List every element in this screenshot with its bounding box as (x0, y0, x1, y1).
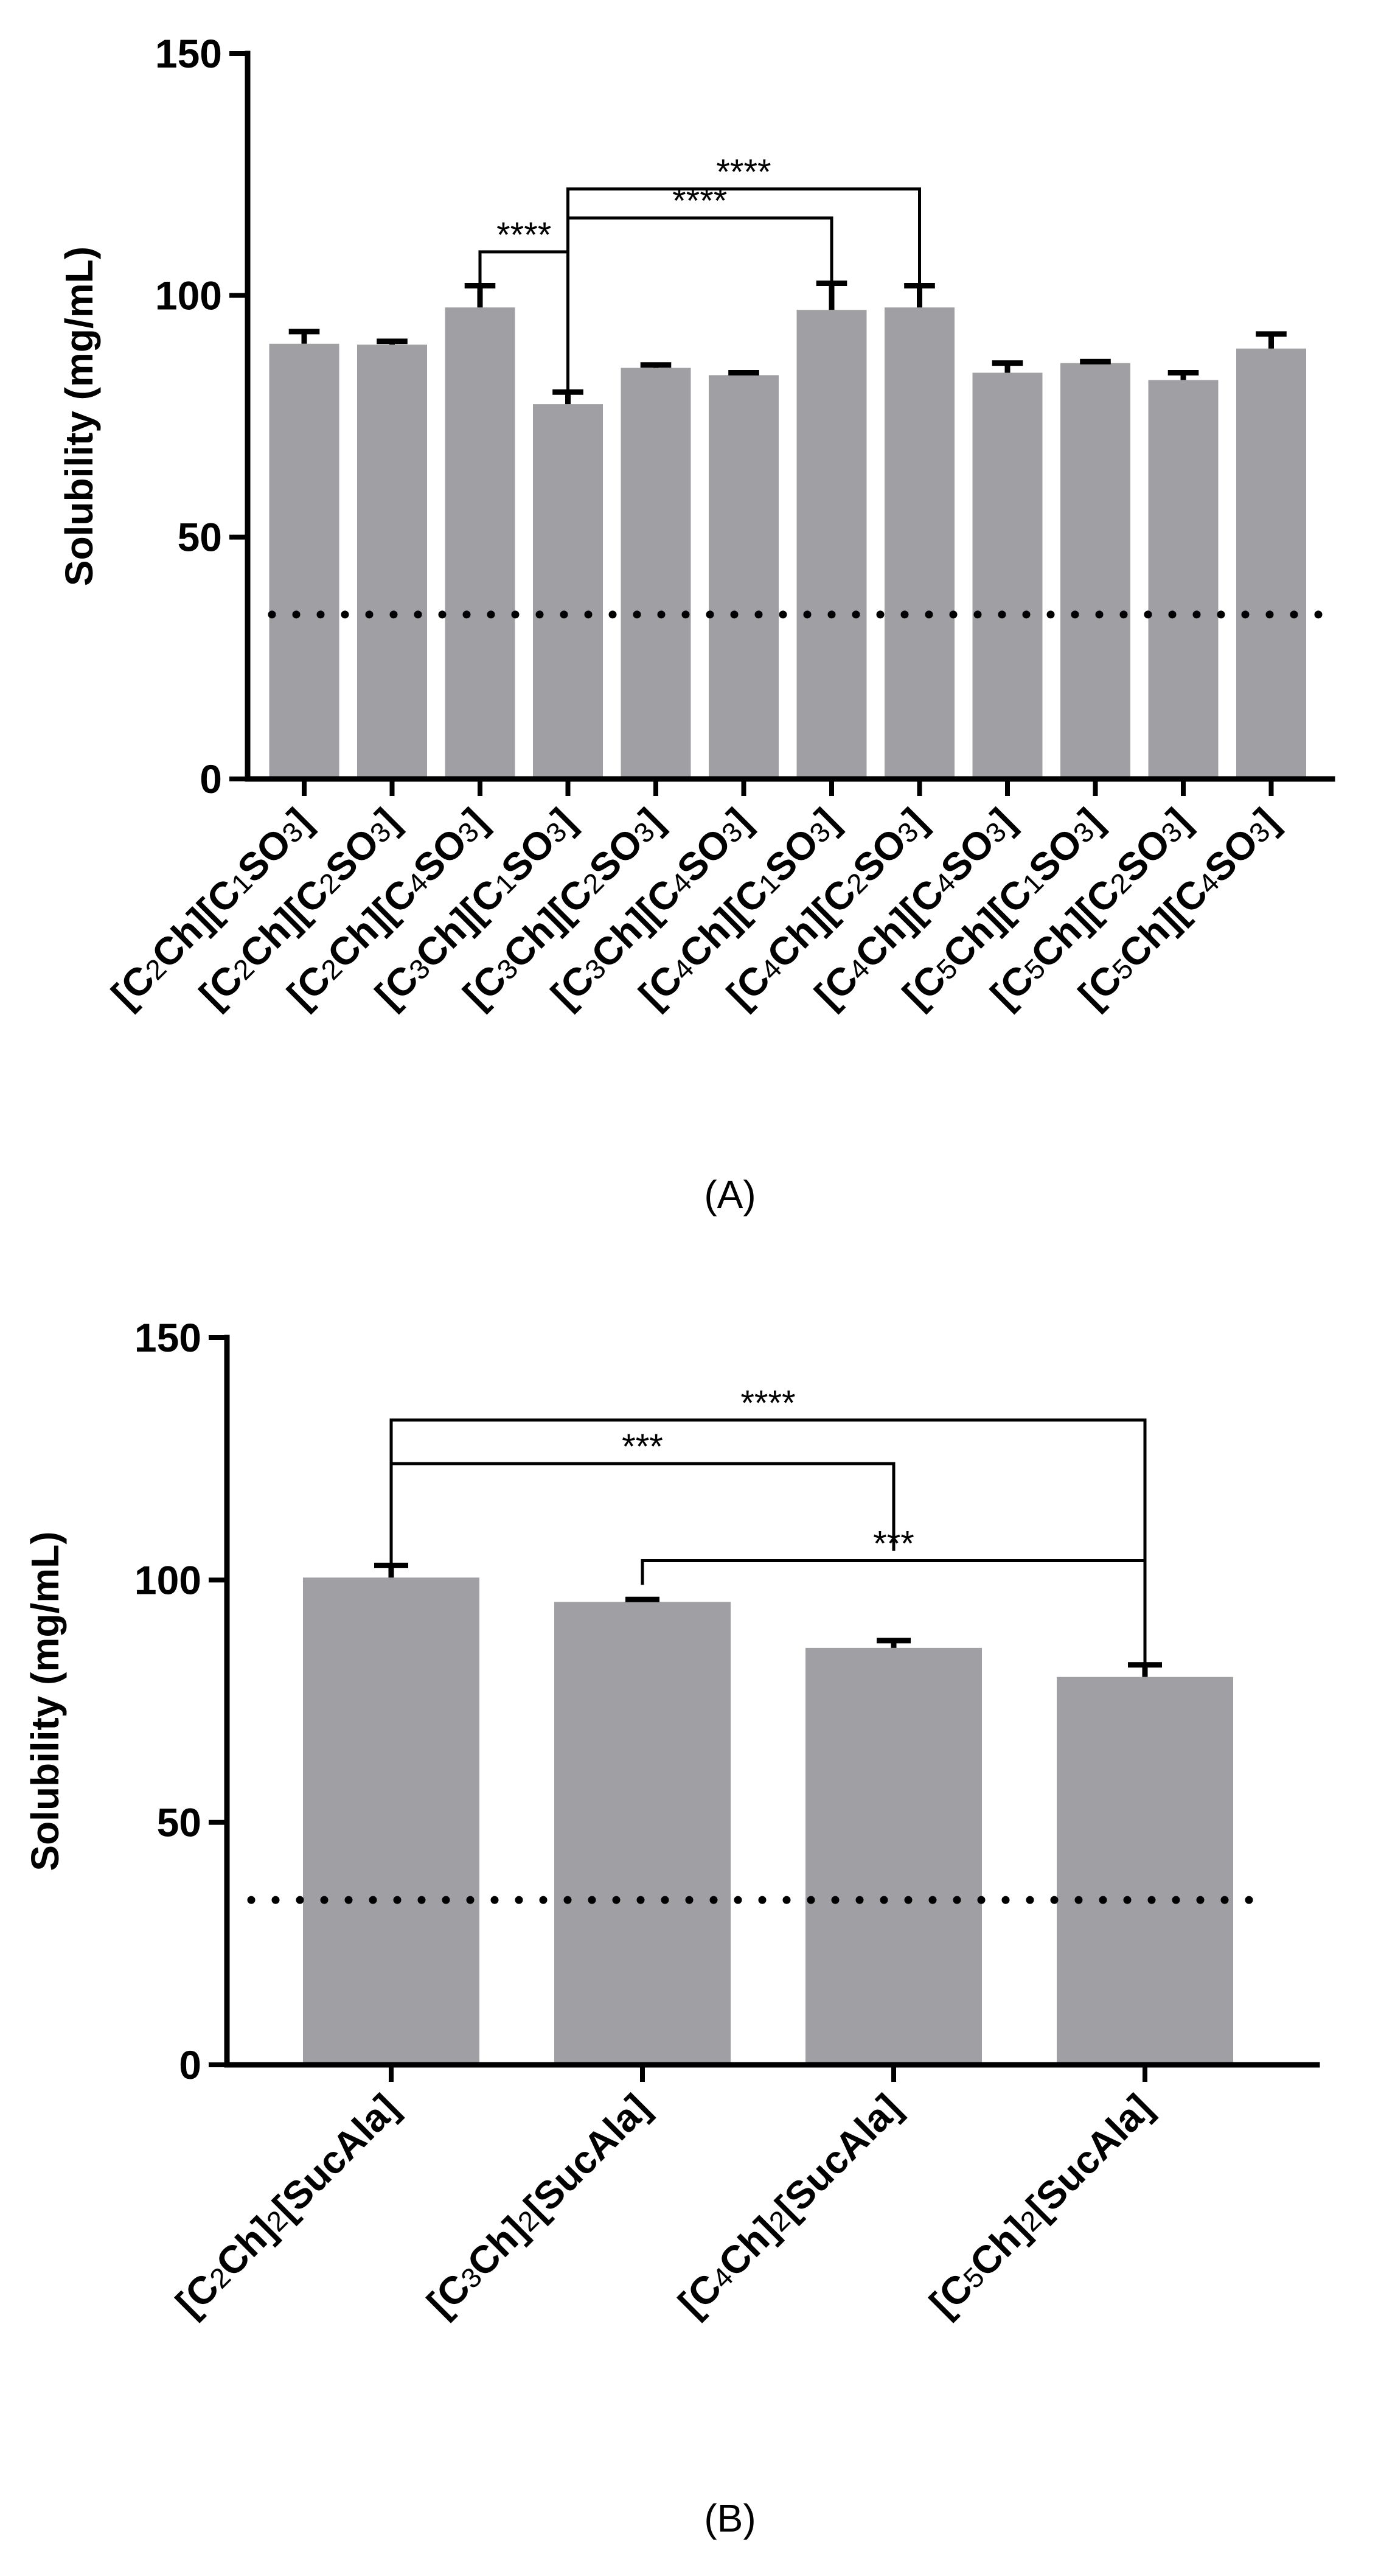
a-error-bar-7 (816, 280, 847, 310)
b-panel-label: (B) (704, 2496, 756, 2540)
b-significance-label-3: *** (873, 1524, 914, 1563)
a-error-bar-9 (992, 360, 1023, 373)
b-error-bar-1 (374, 1562, 408, 1578)
a-error-bar-5 (640, 362, 672, 368)
b-error-bar-4 (1128, 1662, 1162, 1677)
b-y-tick-label: 0 (179, 2042, 201, 2087)
a-error-bar-4 (552, 389, 583, 405)
a-significance-label-3: **** (716, 153, 771, 192)
b-y-tick-label: 150 (134, 1315, 201, 1360)
a-error-bar-8 (904, 282, 935, 308)
a-error-bar-11 (1167, 369, 1199, 380)
b-bar-3 (805, 1647, 982, 2065)
a-bar-12 (1236, 348, 1306, 779)
a-bar-8 (885, 307, 955, 779)
b-significance-label-2: *** (622, 1427, 663, 1467)
a-significance-bracket-3 (566, 187, 921, 393)
b-x-tick-label-3: [C4Ch]2[SucAla] (670, 2086, 910, 2325)
a-error-bar-10 (1080, 358, 1111, 365)
a-bar-6 (709, 375, 779, 779)
b-x-tick-label-1: [C2Ch]2[SucAla] (167, 2086, 407, 2325)
a-error-bar-6 (728, 369, 759, 375)
a-y-tick-label: 50 (178, 515, 222, 560)
b-bar-2 (554, 1602, 731, 2065)
a-panel-label: (A) (704, 1173, 756, 1216)
a-bar-10 (1060, 363, 1130, 779)
a-bar-3 (445, 307, 515, 779)
a-error-bar-12 (1256, 331, 1287, 349)
b-y-tick-label: 100 (134, 1557, 201, 1602)
panel-b-chart: 0 50 100 150 Solubility (mg/mL) [C2Ch]2[SucAl… (23, 1315, 1320, 2540)
b-significance-bracket-1 (389, 1418, 1147, 1663)
a-bar-7 (796, 310, 867, 779)
a-bar-1 (269, 343, 339, 779)
a-bar-11 (1148, 380, 1219, 779)
a-error-bar-1 (288, 329, 320, 344)
b-significance-bracket-2 (389, 1462, 896, 1566)
a-y-tick-label: 150 (155, 31, 222, 76)
b-x-tick-label-4: [C5Ch]2[SucAla] (921, 2086, 1161, 2325)
a-error-bar-2 (377, 338, 408, 345)
b-y-axis-label: Solubility (mg/mL) (23, 1531, 67, 1871)
b-significance-label-1: **** (740, 1383, 795, 1423)
b-x-tick-label-2: [C3Ch]2[SucAla] (419, 2086, 658, 2325)
a-bar-2 (357, 344, 427, 779)
a-y-tick-label: 100 (155, 273, 222, 318)
b-error-bar-2 (625, 1596, 659, 1602)
a-y-axis-label: Solubility (mg/mL) (57, 246, 101, 586)
b-significance-bracket-3 (641, 1559, 1145, 1585)
a-significance-bracket-2 (566, 216, 833, 393)
a-bar-5 (621, 368, 691, 779)
a-bar-4 (533, 404, 603, 779)
b-bar-1 (303, 1577, 479, 2065)
b-error-bar-3 (877, 1638, 911, 1648)
a-bar-9 (972, 372, 1043, 779)
b-bar-4 (1057, 1677, 1233, 2065)
a-significance-label-1: **** (496, 215, 551, 255)
a-y-tick-label: 0 (200, 756, 222, 801)
b-y-tick-label: 50 (157, 1800, 201, 1845)
